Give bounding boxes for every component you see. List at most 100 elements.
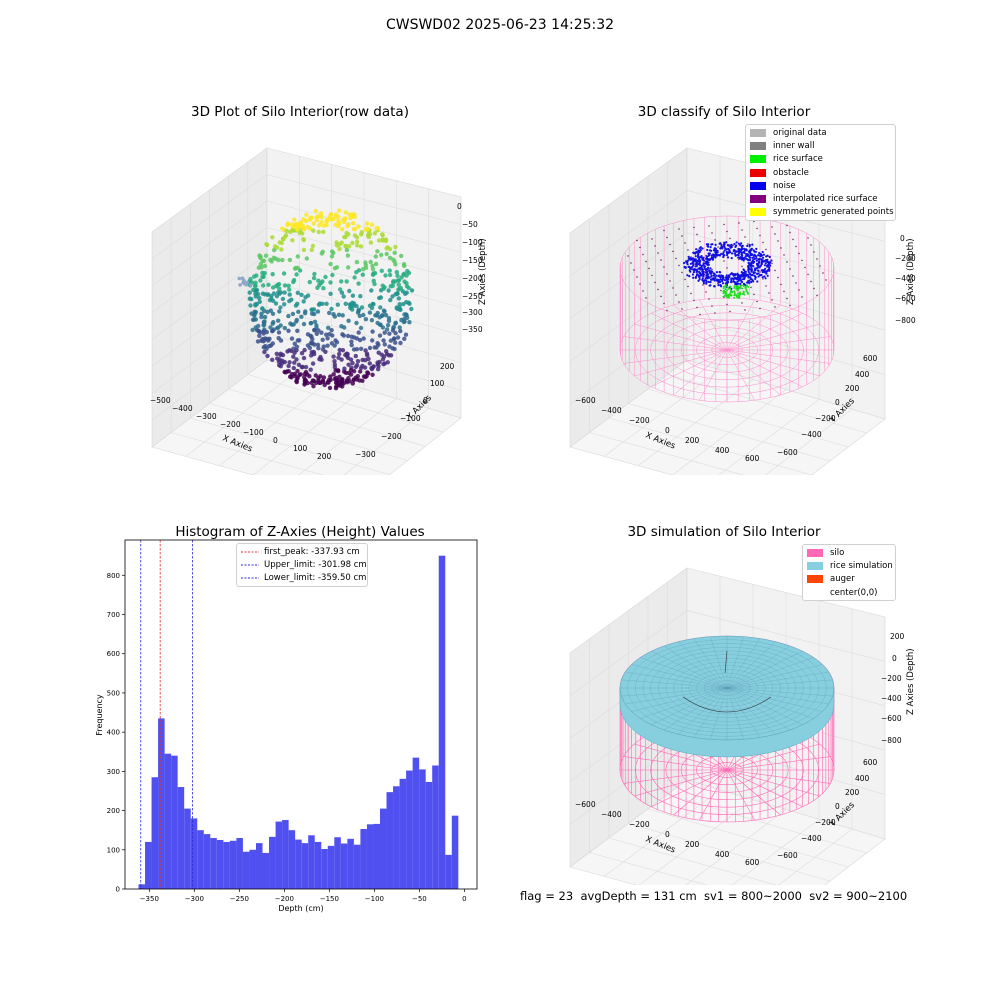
data-point bbox=[310, 340, 315, 346]
data-point bbox=[334, 384, 339, 389]
data-point bbox=[371, 364, 376, 369]
grid-line bbox=[764, 408, 853, 475]
data-point bbox=[332, 359, 337, 364]
histogram-bar bbox=[223, 841, 230, 889]
silo-floor-ray bbox=[651, 349, 728, 387]
plot1-y-ticks: −300 −200 −100 0 100 200 bbox=[355, 362, 455, 459]
data-point bbox=[345, 253, 351, 258]
interpolated-point bbox=[726, 267, 728, 269]
histogram-bar bbox=[282, 819, 289, 889]
interpolated-point bbox=[744, 309, 746, 311]
noise-point bbox=[755, 259, 758, 262]
plot4-zt: −200 bbox=[881, 674, 902, 683]
noise-point bbox=[760, 262, 763, 266]
data-point bbox=[248, 303, 253, 308]
legend-swatch bbox=[750, 168, 766, 177]
data-point bbox=[404, 281, 409, 286]
legend-item: rice surface bbox=[746, 153, 895, 166]
silo-floor-ray bbox=[623, 756, 728, 771]
noise-point bbox=[762, 256, 765, 259]
noise-point bbox=[756, 264, 759, 267]
footer-stats: flag = 23 avgDepth = 131 cm sv1 = 800~20… bbox=[520, 889, 908, 903]
plot1-z-ticks: 0 −50 −100 −150 −200 −250 −300 −350 bbox=[457, 202, 483, 334]
data-point bbox=[264, 242, 269, 247]
interpolated-point bbox=[774, 233, 776, 235]
data-point bbox=[349, 339, 354, 344]
data-point bbox=[397, 325, 402, 330]
grid-line bbox=[569, 610, 688, 697]
data-point bbox=[356, 224, 361, 229]
data-point bbox=[278, 290, 283, 295]
legend-item: rice simulation bbox=[803, 559, 895, 572]
noise-point bbox=[753, 258, 756, 261]
interpolated-point bbox=[771, 226, 773, 228]
interpolated-point bbox=[741, 229, 743, 231]
plot1-zt: −350 bbox=[462, 325, 483, 334]
noise-point bbox=[719, 242, 722, 245]
noise-point bbox=[735, 277, 738, 280]
data-point bbox=[404, 290, 409, 295]
noise-point bbox=[710, 275, 713, 278]
noise-point bbox=[705, 282, 708, 285]
data-point bbox=[324, 301, 329, 306]
data-point bbox=[396, 278, 402, 283]
data-point bbox=[363, 317, 369, 322]
data-point bbox=[371, 278, 376, 283]
noise-point bbox=[706, 248, 709, 252]
data-point bbox=[309, 307, 314, 312]
noise-point bbox=[763, 259, 766, 263]
noise-point bbox=[717, 280, 720, 283]
legend-item: original data bbox=[746, 126, 895, 139]
interpolated-point bbox=[825, 279, 827, 281]
data-point bbox=[357, 337, 363, 343]
data-point bbox=[286, 313, 291, 319]
plot2-legend: original data inner wall rice surface ob… bbox=[745, 124, 896, 222]
data-point bbox=[381, 362, 386, 367]
noise-point bbox=[700, 255, 703, 258]
noise-point bbox=[742, 259, 745, 262]
interpolated-point bbox=[627, 255, 629, 257]
auger-marker bbox=[724, 650, 728, 674]
data-point bbox=[345, 333, 351, 339]
rice-surface-point bbox=[735, 286, 738, 289]
data-point bbox=[275, 325, 280, 331]
interpolated-point bbox=[714, 312, 716, 314]
data-point bbox=[386, 288, 391, 293]
noise-point bbox=[702, 256, 705, 259]
data-point bbox=[373, 313, 378, 318]
histogram-bar bbox=[288, 830, 296, 889]
grid-line bbox=[638, 379, 754, 466]
data-point bbox=[398, 340, 403, 346]
noise-point bbox=[693, 268, 696, 271]
noise-point bbox=[727, 247, 730, 251]
data-point bbox=[311, 228, 316, 233]
data-point bbox=[379, 352, 384, 357]
noise-point bbox=[765, 259, 768, 263]
noise-point bbox=[708, 249, 712, 252]
grid-line bbox=[151, 333, 268, 421]
interpolated-point bbox=[690, 292, 692, 295]
noise-point bbox=[757, 258, 760, 261]
data-point bbox=[403, 312, 409, 317]
legend-item: obstacle bbox=[746, 166, 895, 179]
interpolated-point bbox=[663, 229, 665, 232]
interpolated-point bbox=[681, 235, 683, 237]
data-point bbox=[287, 287, 292, 292]
data-point bbox=[370, 266, 376, 272]
histogram-bar bbox=[445, 854, 452, 889]
rice-surface-point bbox=[743, 293, 746, 296]
data-point bbox=[281, 271, 287, 276]
noise-point bbox=[759, 274, 762, 277]
noise-point bbox=[731, 273, 734, 276]
data-point bbox=[378, 295, 384, 300]
noise-point bbox=[702, 270, 705, 274]
data-point bbox=[311, 351, 317, 357]
data-point bbox=[393, 262, 398, 267]
noise-point bbox=[751, 274, 754, 277]
data-point bbox=[319, 330, 324, 335]
data-point bbox=[339, 290, 345, 295]
data-point bbox=[386, 316, 392, 321]
data-point bbox=[263, 344, 268, 349]
data-point bbox=[334, 380, 339, 385]
x-tick-label: 0 bbox=[462, 895, 466, 903]
